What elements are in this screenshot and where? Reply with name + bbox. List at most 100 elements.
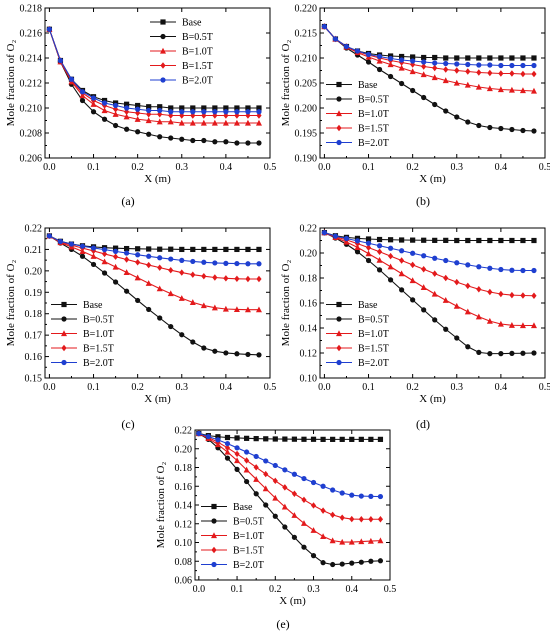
data-point — [223, 246, 229, 253]
data-point — [263, 458, 269, 464]
data-point — [178, 119, 185, 126]
data-point — [377, 516, 384, 523]
data-point — [321, 230, 328, 236]
series-b-2-0t — [46, 233, 262, 267]
legend-marker — [160, 19, 166, 25]
chart-panel-3: 0.0 0.1 0.2 0.3 0.4 0.5 0.15 0.16 0.17 0.18 0.19 0.… — [5, 224, 276, 432]
data-point — [190, 339, 196, 345]
data-point — [421, 59, 427, 65]
data-point — [531, 62, 537, 69]
data-point — [112, 253, 119, 260]
data-point — [223, 109, 229, 115]
data-point — [530, 87, 537, 94]
legend-marker — [61, 359, 67, 366]
data-point — [234, 445, 240, 451]
data-point — [222, 305, 229, 312]
data-point — [476, 264, 482, 270]
data-point — [282, 436, 288, 442]
legend-label: B=0.5T — [182, 32, 213, 43]
legend-marker — [61, 301, 67, 308]
data-point — [310, 479, 317, 486]
data-point — [168, 256, 174, 262]
data-point — [476, 55, 482, 61]
x-tick-label: 0.2 — [406, 162, 419, 173]
x-tick-label: 0.2 — [131, 162, 144, 173]
data-point — [320, 507, 326, 514]
data-point — [212, 260, 218, 266]
data-point — [398, 270, 405, 277]
panel-label: (b) — [416, 194, 430, 208]
chart-panel-4: 0.0 0.1 0.2 0.3 0.4 0.5 0.10 0.12 0.14 0.16 0.18 0.… — [280, 224, 550, 432]
data-point — [215, 434, 221, 440]
data-point — [245, 275, 251, 283]
legend: Base B=0.5T B=1.0T B=1.5T B=2.0T — [150, 18, 213, 87]
data-point — [432, 317, 438, 323]
y-tick-label: 0.08 — [175, 557, 193, 568]
data-point — [476, 122, 482, 129]
x-tick-label: 0.3 — [451, 162, 464, 173]
data-point — [509, 350, 515, 356]
y-tick-label: 0.18 — [175, 463, 193, 474]
data-point — [332, 233, 339, 239]
data-point — [310, 502, 317, 509]
panel-label: (d) — [416, 417, 430, 431]
data-point — [377, 537, 384, 544]
data-point — [531, 292, 537, 299]
data-point — [330, 511, 336, 519]
legend-label: B=0.5T — [83, 315, 114, 326]
data-point — [349, 436, 355, 442]
data-point — [223, 350, 229, 356]
data-point — [135, 297, 141, 304]
data-point — [376, 66, 383, 73]
data-point — [201, 105, 207, 111]
series-b-2-0t — [46, 26, 262, 115]
y-axis-title: Mole fraction of O₂ — [280, 40, 292, 127]
data-point — [79, 97, 86, 104]
data-point — [420, 71, 427, 78]
data-point — [399, 80, 405, 87]
y-tick-label: 0.21 — [25, 245, 43, 256]
data-point — [112, 122, 119, 129]
data-point — [310, 553, 317, 559]
data-point — [179, 257, 185, 263]
data-point — [487, 62, 493, 68]
data-point — [253, 436, 259, 442]
data-point — [465, 55, 471, 61]
data-point — [245, 246, 251, 253]
data-point — [475, 313, 482, 320]
data-point — [320, 436, 326, 442]
data-point — [123, 113, 130, 120]
data-point — [157, 107, 163, 114]
series-b-1-5t — [46, 26, 262, 119]
y-tick-label: 0.218 — [20, 4, 43, 15]
data-point — [190, 109, 196, 115]
data-point — [387, 245, 394, 251]
data-point — [487, 237, 493, 244]
data-point — [387, 237, 394, 243]
data-point — [291, 534, 298, 540]
data-point — [146, 253, 152, 259]
data-point — [245, 351, 251, 358]
data-point — [486, 85, 493, 92]
data-point — [245, 109, 251, 115]
data-point — [90, 95, 97, 101]
data-point — [253, 453, 259, 460]
data-point — [498, 125, 504, 132]
data-point — [509, 70, 515, 77]
data-point — [178, 295, 185, 301]
data-point — [365, 250, 372, 257]
data-point — [509, 237, 515, 244]
data-point — [358, 559, 364, 565]
legend-label: B=1.5T — [182, 61, 213, 72]
data-point — [145, 280, 152, 286]
data-point — [432, 101, 438, 108]
data-point — [167, 118, 174, 125]
x-tick-label: 0.3 — [307, 584, 320, 595]
data-point — [135, 246, 141, 252]
series-line — [324, 232, 534, 327]
data-point — [234, 466, 240, 472]
data-point — [255, 306, 262, 313]
data-point — [387, 263, 394, 270]
data-point — [509, 126, 515, 133]
data-point — [531, 128, 537, 134]
